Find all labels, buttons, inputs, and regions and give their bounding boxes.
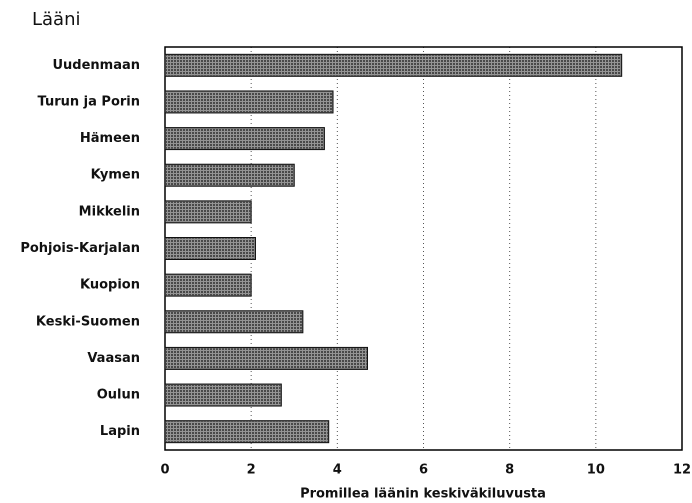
x-axis-label: Promillea läänin keskiväkiluvusta [300, 487, 546, 502]
x-tick-label: 8 [505, 463, 514, 478]
bar-texture [166, 201, 251, 222]
chart-title: Lääni [32, 9, 81, 30]
y-tick-label: Hämeen [80, 131, 140, 146]
bar-texture [166, 311, 302, 332]
bar-texture [166, 275, 251, 296]
y-tick-label: Lapin [100, 424, 140, 439]
x-tick-label: 12 [673, 463, 691, 478]
y-tick-label: Oulun [97, 388, 140, 403]
x-tick-label: 4 [333, 463, 342, 478]
bar-texture [166, 128, 324, 149]
y-tick-label: Turun ja Porin [38, 94, 140, 109]
y-tick-label: Keski-Suomen [36, 314, 140, 329]
bar-texture [166, 238, 255, 259]
y-tick-label: Uudenmaan [52, 58, 140, 73]
x-tick-label: 0 [160, 463, 169, 478]
bar-texture [166, 91, 333, 112]
bar-texture [166, 421, 328, 442]
bar-texture [166, 348, 367, 369]
y-tick-label: Mikkelin [79, 204, 140, 219]
y-tick-label: Kuopion [80, 278, 140, 293]
y-tick-label: Kymen [91, 168, 140, 183]
x-tick-label: 2 [247, 463, 256, 478]
bar-texture [166, 55, 621, 76]
x-tick-label: 6 [419, 463, 428, 478]
y-tick-label: Vaasan [87, 351, 140, 366]
bar-texture [166, 165, 294, 186]
x-tick-label: 10 [587, 463, 605, 478]
bar-texture [166, 385, 281, 406]
y-tick-label: Pohjois-Karjalan [20, 241, 140, 256]
